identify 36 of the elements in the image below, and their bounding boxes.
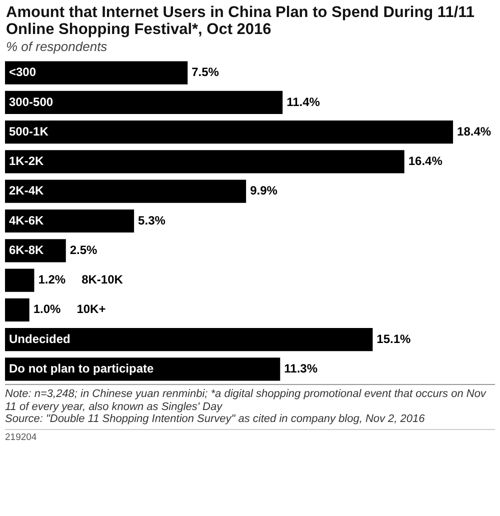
bar [5,180,246,203]
data-label: 16.4% [408,154,443,168]
y-tick-label: <300 [9,65,36,80]
y-tick-label: 2K-4K [9,184,44,198]
text: 219204 [5,428,495,442]
y-tick-label: 4K-6K [9,213,44,228]
y-tick-label: 500-1K [9,124,49,138]
data-label: 11.3% [284,361,318,376]
bar [5,328,373,352]
data-label: 1.2% [38,272,66,287]
bar [5,120,454,144]
chart-subtitle: % of respondents [5,38,108,54]
data-label: 11.4% [286,94,320,109]
data-label: 18.4% [457,124,492,138]
y-tick-label: 8K-10K [82,272,124,287]
y-tick-label: 300-500 [9,94,54,109]
bar [5,61,188,84]
data-label: 7.5% [192,65,220,80]
bar [5,298,30,322]
data-label: 15.1% [376,332,412,346]
data-label: 5.3% [138,213,166,228]
text: Note: n=3,248; in Chinese yuan renminbi; *a digital shopping promotional event that occurs on Nov 11 of every year, also known as Singles' Day [5,388,486,412]
y-tick-label: 10K+ [76,302,106,316]
bar [5,150,404,174]
chart-title: Amount that Internet Users in China Plan to Spend During 11/11 Online Shopping Festival*, Oct 2016 [5,3,476,38]
data-label: 2.5% [70,242,98,257]
data-label: 9.9% [250,184,278,198]
bar [5,90,283,114]
y-tick-label: Do not plan to participate [9,361,154,376]
y-tick-label: 6K-8K [9,242,44,257]
source-note: Source: "Double 11 Shopping Intention Survey" as cited in company blog, Nov 2, 2016 [5,413,425,425]
y-tick-label: 1K-2K [9,154,44,168]
y-tick-label: Undecided [9,332,70,346]
bar [5,209,134,233]
bar [5,268,34,292]
data-label: 1.0% [33,302,62,316]
